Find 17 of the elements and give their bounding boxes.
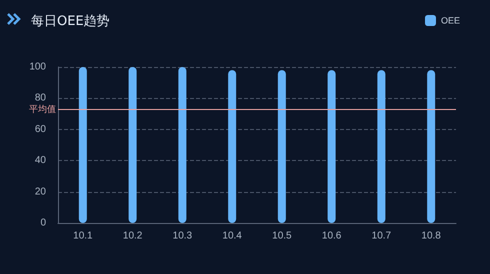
y-tick-label: 80: [34, 92, 46, 104]
x-tick-label: 10.8: [421, 230, 442, 242]
y-tick-label: 40: [34, 155, 46, 166]
x-tick-label: 10.1: [73, 230, 94, 242]
ref-line-label: 平均值: [29, 104, 56, 114]
x-tick-label: 10.5: [272, 230, 292, 242]
x-tick-label: 10.4: [222, 230, 242, 242]
chart-title: 每日OEE趋势: [31, 14, 110, 29]
y-tick-label: 0: [40, 218, 46, 228]
y-tick-label: 100: [29, 62, 46, 72]
x-tick-label: 10.2: [122, 230, 143, 242]
legend-label: OEE: [440, 16, 460, 26]
x-tick-label: 10.6: [322, 230, 342, 242]
x-tick-label: 10.7: [372, 230, 392, 242]
y-tick-label: 20: [34, 186, 46, 198]
y-tick-label: 60: [34, 124, 46, 135]
x-tick-label: 10.3: [172, 230, 193, 242]
